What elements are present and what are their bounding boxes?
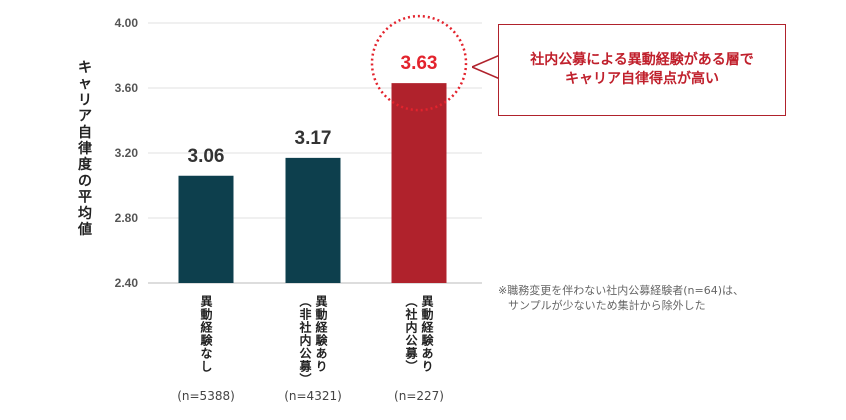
highlight-circle bbox=[370, 14, 468, 112]
y-tick-label: 2.40 bbox=[115, 276, 139, 290]
y-axis-label-char: 自 bbox=[78, 124, 92, 141]
bar bbox=[178, 175, 234, 283]
footnote: ※職務変更を伴わない社内公募経験者(n=64)は、 サンプルが少ないため集計から… bbox=[498, 283, 744, 313]
y-tick-label: 3.20 bbox=[115, 146, 139, 160]
callout-box: 社内公募による異動経験がある層で キャリア自律得点が高い bbox=[498, 24, 786, 116]
category-label-line: （非社内公募） bbox=[298, 295, 312, 386]
bar bbox=[285, 157, 341, 283]
category-label: 異動経験あり （非社内公募） bbox=[297, 295, 329, 386]
callout-line-2: キャリア自律得点が高い bbox=[565, 71, 719, 87]
y-axis-label-char: 律 bbox=[78, 140, 92, 157]
y-axis-label-char: 平 bbox=[78, 190, 92, 206]
y-axis-label-char: 値 bbox=[77, 221, 92, 238]
y-axis-label-char: 均 bbox=[78, 205, 92, 222]
y-axis-label-char: ア bbox=[78, 109, 92, 125]
callout-line-1: 社内公募による異動経験がある層で bbox=[530, 52, 754, 68]
y-tick-label: 4.00 bbox=[115, 16, 139, 30]
bar bbox=[391, 83, 447, 283]
footnote-line-1: ※職務変更を伴わない社内公募経験者(n=64)は、 bbox=[498, 284, 744, 297]
footnote-line-2: サンプルが少ないため集計から除外した bbox=[508, 299, 706, 312]
y-axis-label-char: キ bbox=[78, 60, 92, 76]
y-axis-label-char: ャ bbox=[78, 76, 92, 92]
category-label-line: 異動経験なし bbox=[199, 295, 213, 373]
y-axis-label-char: リ bbox=[78, 92, 92, 108]
category-label-line: 異動経験あり bbox=[314, 295, 328, 373]
data-label: 3.63 bbox=[401, 53, 438, 74]
sample-size-label: (n=227) bbox=[394, 389, 444, 403]
data-label: 3.06 bbox=[188, 146, 225, 167]
category-label: 異動経験なし bbox=[198, 295, 214, 373]
y-tick-label: 2.80 bbox=[115, 211, 139, 225]
y-tick-label: 3.60 bbox=[115, 81, 139, 95]
sample-size-label: (n=5388) bbox=[177, 389, 235, 403]
y-axis-label-char: の bbox=[78, 173, 92, 189]
y-axis-label-char: 度 bbox=[78, 156, 93, 173]
sample-size-label: (n=4321) bbox=[284, 389, 342, 403]
data-label: 3.17 bbox=[295, 128, 332, 149]
category-label: 異動経験あり （社内公募） bbox=[403, 295, 435, 373]
category-label-line: （社内公募） bbox=[404, 295, 418, 373]
category-label-line: 異動経験あり bbox=[420, 295, 434, 373]
